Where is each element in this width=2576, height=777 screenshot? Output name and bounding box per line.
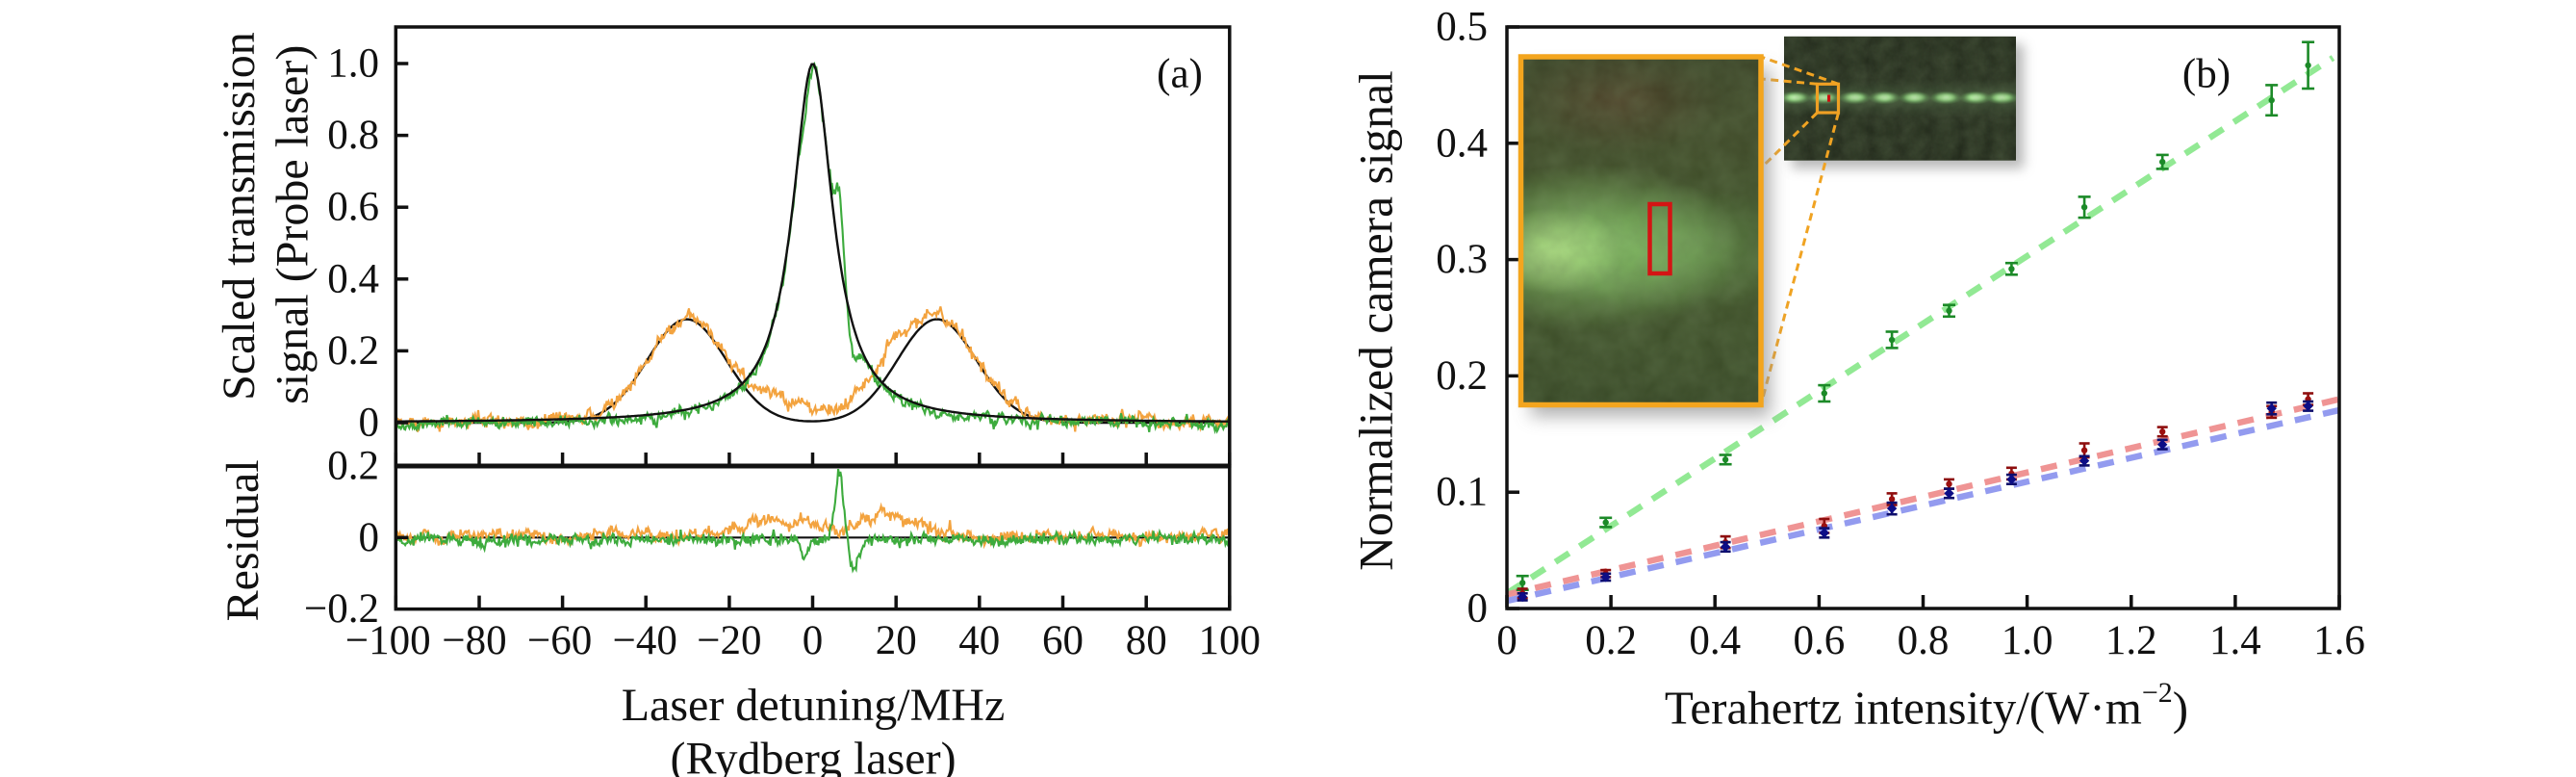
svg-text:0.5: 0.5 [1436, 5, 1488, 50]
svg-text:0: 0 [1467, 586, 1489, 632]
svg-text:0.6: 0.6 [1794, 618, 1846, 663]
svg-text:−60: −60 [527, 618, 592, 663]
svg-text:1.0: 1.0 [327, 41, 379, 87]
svg-text:1.6: 1.6 [2313, 618, 2365, 663]
svg-text:0.4: 0.4 [1436, 120, 1488, 166]
svg-text:0: 0 [803, 618, 824, 663]
svg-text:(Rydberg laser): (Rydberg laser) [670, 734, 956, 777]
svg-text:Laser detuning/MHz: Laser detuning/MHz [622, 680, 1006, 731]
svg-text:20: 20 [876, 618, 917, 663]
svg-text:40: 40 [958, 618, 1000, 663]
svg-text:Scaled transmission: Scaled transmission [214, 32, 265, 401]
svg-text:(b): (b) [2182, 52, 2231, 97]
svg-text:0: 0 [359, 515, 380, 560]
svg-text:1.2: 1.2 [2105, 618, 2157, 663]
svg-text:0.6: 0.6 [327, 185, 379, 230]
svg-text:0.2: 0.2 [327, 444, 379, 489]
svg-text:0.8: 0.8 [1898, 618, 1950, 663]
svg-text:1.4: 1.4 [2209, 618, 2261, 663]
svg-text:0.8: 0.8 [327, 113, 379, 158]
svg-text:Normalized camera signal: Normalized camera signal [1350, 70, 1403, 571]
svg-text:−40: −40 [613, 618, 677, 663]
svg-text:Residual: Residual [217, 459, 268, 621]
svg-text:−80: −80 [442, 618, 506, 663]
svg-text:0.3: 0.3 [1436, 237, 1488, 282]
svg-text:100: 100 [1199, 618, 1262, 663]
svg-text:(a): (a) [1157, 52, 1203, 97]
svg-text:signal (Probe laser): signal (Probe laser) [267, 45, 318, 404]
svg-text:−20: −20 [697, 618, 761, 663]
svg-text:0.2: 0.2 [327, 328, 379, 374]
svg-text:Terahertz intensity/(W·m−2): Terahertz intensity/(W·m−2) [1665, 677, 2188, 735]
svg-text:0.1: 0.1 [1436, 470, 1488, 515]
svg-text:0.2: 0.2 [1585, 618, 1637, 663]
svg-text:0.2: 0.2 [1436, 353, 1488, 399]
svg-text:−0.2: −0.2 [304, 586, 379, 632]
svg-text:0: 0 [1496, 618, 1518, 663]
svg-text:−100: −100 [345, 618, 431, 663]
svg-text:0.4: 0.4 [327, 256, 379, 301]
svg-text:1.0: 1.0 [2002, 618, 2053, 663]
svg-text:0: 0 [359, 401, 380, 446]
svg-text:60: 60 [1042, 618, 1084, 663]
svg-text:0.4: 0.4 [1689, 618, 1741, 663]
svg-text:80: 80 [1126, 618, 1167, 663]
